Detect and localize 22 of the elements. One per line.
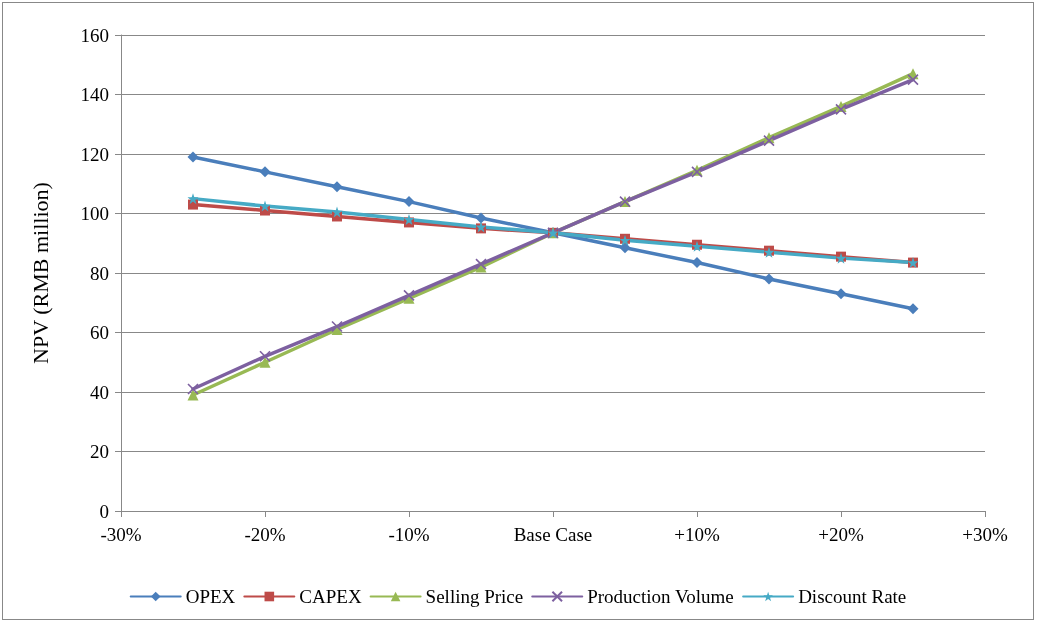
y-tick-label: 60: [90, 322, 109, 343]
y-tick-label: 100: [80, 203, 109, 224]
legend-label: Selling Price: [425, 586, 524, 607]
y-tick-label: 20: [90, 441, 109, 462]
x-tick-label: -20%: [244, 524, 286, 545]
x-tick-label: +10%: [674, 524, 720, 545]
y-tick-label: 80: [90, 262, 109, 284]
y-tick-label: 40: [90, 381, 109, 403]
x-tick-label: +20%: [818, 524, 864, 545]
y-axis-title: NPV (RMB million): [27, 182, 53, 364]
x-tick-label: Base Case: [513, 524, 593, 545]
x-tick-label: -10%: [388, 524, 430, 545]
legend-label: CAPEX: [299, 586, 362, 607]
y-tick-label: 0: [99, 500, 109, 522]
legend-label: Production Volume: [587, 586, 734, 607]
x-tick-label: -30%: [100, 524, 142, 545]
y-tick-label: 120: [80, 143, 109, 165]
legend-label: OPEX: [185, 586, 236, 607]
legend-label: Discount Rate: [798, 586, 907, 607]
x-tick-label: +30%: [962, 524, 1008, 545]
y-tick-label: 140: [80, 84, 109, 105]
y-tick-label: 160: [80, 24, 109, 46]
